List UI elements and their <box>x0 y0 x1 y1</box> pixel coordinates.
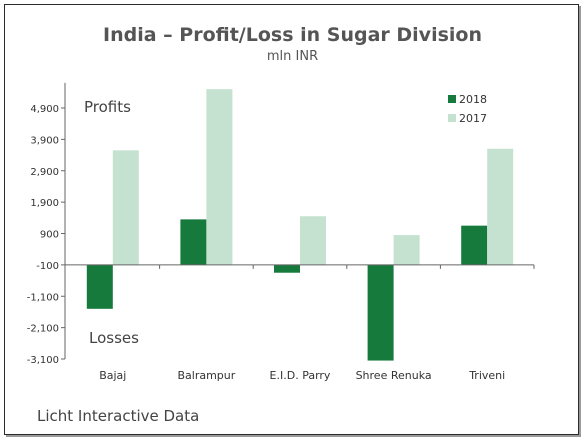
bar-2017-triveni <box>487 148 514 265</box>
y-tick-label: -100 <box>36 261 59 272</box>
source-note: Licht Interactive Data <box>37 407 200 425</box>
profits-annotation: Profits <box>84 98 131 116</box>
category-label: Bajaj <box>99 369 126 382</box>
bar-2017-bajaj <box>112 150 139 265</box>
chart-subtitle: mln INR <box>266 49 319 64</box>
bar-2018-balrampur <box>180 219 207 265</box>
chart-frame <box>4 4 579 435</box>
y-tick-label: 1,900 <box>30 198 59 209</box>
legend-swatch-2017 <box>448 114 456 122</box>
bar-2017-shree-renuka <box>393 235 420 265</box>
category-label: E.I.D. Parry <box>270 369 331 382</box>
bar-2018-triveni <box>461 225 488 265</box>
y-tick-label: -3,100 <box>27 355 59 366</box>
x-axis: Bajaj Balrampur E.I.D. Parry Shree Renuka Tr… <box>65 264 535 382</box>
y-tick-label: -2,100 <box>27 324 59 335</box>
bar-2018-shree-renuka <box>367 264 394 361</box>
y-tick-label: 3,900 <box>30 135 59 146</box>
legend-label-2018: 2018 <box>459 93 487 106</box>
bar-2017-e-i-d-parry <box>300 216 326 265</box>
y-tick-label: 4,900 <box>30 104 59 115</box>
y-axis: 4,900 3,900 2,900 1,900 900 -100 -1,100 -2,100 -… <box>27 82 66 366</box>
bar-2018-bajaj <box>86 264 113 309</box>
chart-title: India – Profit/Loss in Sugar Division <box>103 24 482 46</box>
losses-annotation: Losses <box>89 329 139 347</box>
y-tick-label: 2,900 <box>30 167 59 178</box>
legend-swatch-2018 <box>448 95 456 103</box>
bar-2017-balrampur <box>206 89 233 265</box>
bars <box>86 89 514 361</box>
legend-label-2017: 2017 <box>459 112 487 125</box>
legend: 2018 2017 <box>448 93 487 125</box>
y-tick-label: 900 <box>40 230 59 241</box>
category-label: Balrampur <box>177 369 235 382</box>
category-label: Triveni <box>468 369 505 382</box>
bar-2018-e-i-d-parry <box>274 264 300 273</box>
y-tick-label: -1,100 <box>27 292 59 303</box>
category-label: Shree Renuka <box>356 369 432 382</box>
